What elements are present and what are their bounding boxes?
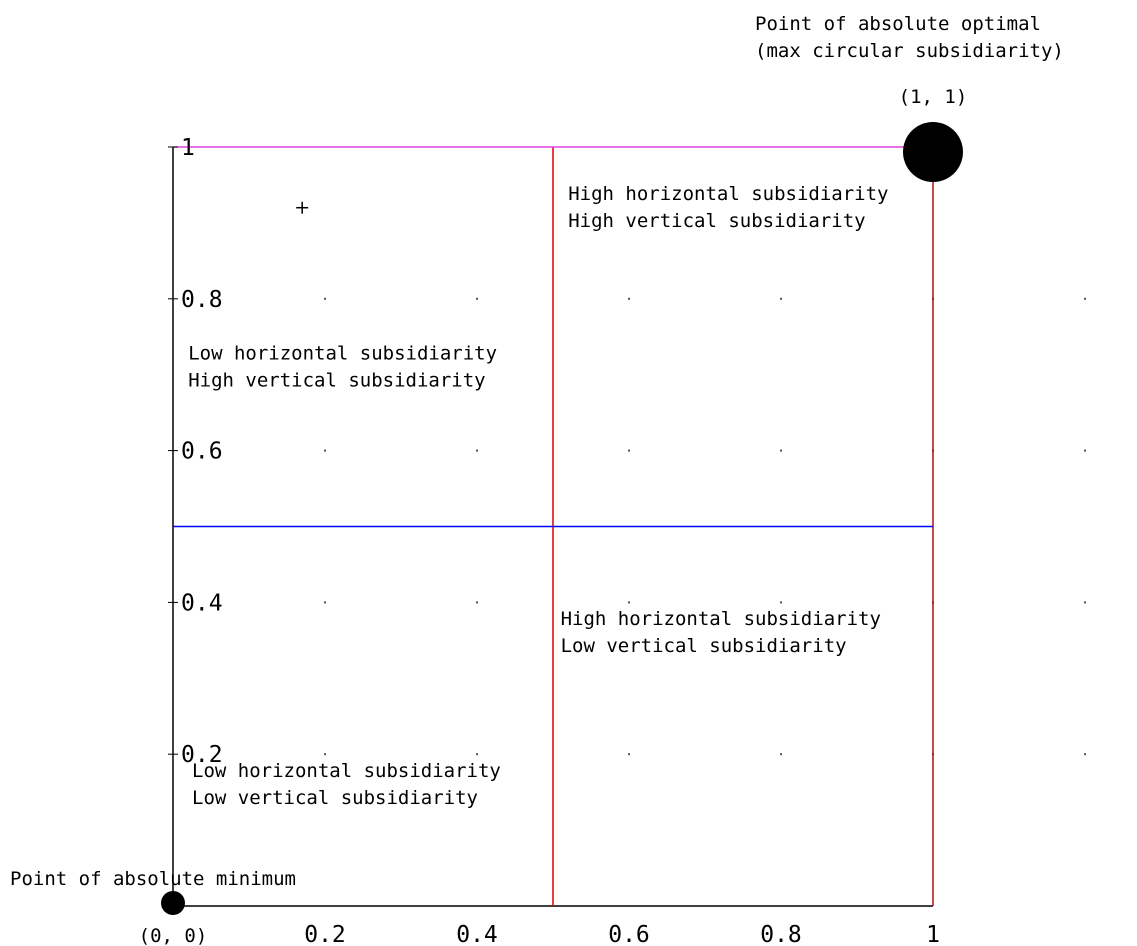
quadrant-label: High vertical subsidiarity	[188, 370, 485, 392]
x-tick-label: 0.2	[304, 922, 346, 946]
optimal-point-caption: (max circular subsidiarity)	[755, 40, 1064, 62]
grid-dot	[628, 753, 630, 756]
y-tick-label: 0.6	[181, 439, 223, 465]
grid-dot	[780, 297, 782, 300]
grid-dot	[628, 297, 630, 300]
grid-dot	[324, 753, 326, 756]
optimal-point-label: (1, 1)	[899, 86, 968, 108]
x-tick-label: 0.4	[456, 922, 498, 946]
y-tick-label: 0.2	[181, 742, 223, 768]
grid-dot	[476, 753, 478, 756]
grid-dot	[1084, 601, 1086, 604]
grid-dot	[324, 297, 326, 300]
grid-dot	[324, 449, 326, 452]
minimum-point-label: (0, 0)	[139, 925, 208, 946]
quadrant-label: High horizontal subsidiarity	[568, 183, 888, 205]
grid-dot	[1084, 449, 1086, 452]
grid-dot	[1084, 753, 1086, 756]
grid-dot	[324, 601, 326, 604]
minimum-point	[161, 891, 185, 915]
quadrant-label: Low vertical subsidiarity	[192, 787, 478, 809]
grid-dot	[476, 601, 478, 604]
y-tick-label: 0.4	[181, 590, 223, 616]
quadrant-label: Low horizontal subsidiarity	[188, 343, 497, 365]
quadrant-label: High horizontal subsidiarity	[561, 608, 881, 630]
optimal-point	[903, 122, 963, 182]
grid-dot	[476, 297, 478, 300]
x-tick-label: 1	[926, 922, 940, 946]
quadrant-label: Low vertical subsidiarity	[561, 635, 847, 657]
x-tick-label: 0.8	[760, 922, 802, 946]
y-tick-label: 0.8	[181, 287, 223, 313]
minimum-point-caption: Point of absolute minimum	[10, 868, 296, 890]
grid-dot	[628, 449, 630, 452]
optimal-point-caption: Point of absolute optimal	[755, 13, 1041, 35]
grid-dot	[780, 449, 782, 452]
x-tick-label: 0.6	[608, 922, 650, 946]
quadrant-label: Low horizontal subsidiarity	[192, 760, 501, 782]
y-tick-label: 1	[181, 135, 195, 161]
grid-dot	[628, 601, 630, 604]
grid-dot	[1084, 297, 1086, 300]
quadrant-label: High vertical subsidiarity	[568, 210, 865, 232]
grid-dot	[476, 449, 478, 452]
grid-dot	[780, 601, 782, 604]
grid-dot	[780, 753, 782, 756]
